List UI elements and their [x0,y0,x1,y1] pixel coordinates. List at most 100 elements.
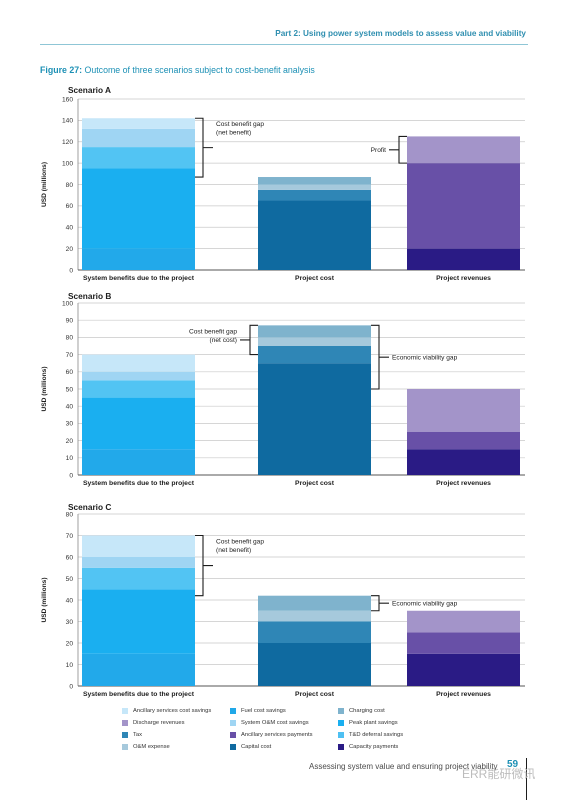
bar-segment [82,354,195,372]
bar-segment [258,325,371,338]
running-header: Part 2: Using power system models to ass… [275,29,526,38]
legend-item: Discharge revenues [122,720,226,726]
legend-label: T&D deferral savings [349,732,404,738]
category-label: Project revenues [436,480,491,487]
y-tick-label: 40 [66,597,74,604]
y-tick-label: 100 [62,300,73,307]
y-tick-label: 0 [69,472,73,479]
bar-segment [82,535,195,557]
y-tick-label: 80 [66,335,74,342]
legend-swatch [338,732,344,738]
annotation-bracket [371,324,389,390]
y-tick-label: 50 [66,576,74,583]
y-tick-label: 80 [66,182,74,189]
bar-segment [258,595,371,611]
annotation-label: (net cost) [210,337,237,344]
annotation-label: (net benefit) [216,547,251,554]
category-label: Project cost [295,691,335,698]
annotation-bracket [240,324,258,356]
bar-segment [258,200,371,270]
y-tick-label: 60 [66,554,74,561]
legend-item: Ancillary services cost savings [122,708,226,714]
annotation-label: Economic viability gap [392,601,458,608]
category-label: Project revenues [436,691,491,698]
bar-segment [258,363,371,475]
bar-segment [258,337,371,346]
bar-segment [258,621,371,643]
legend-item: Fuel cost savings [230,708,334,714]
annotation-label: Economic viability gap [392,355,458,362]
scenario-title: Scenario C [68,502,111,512]
category-label: System benefits due to the project [83,275,195,282]
y-tick-label: 0 [69,683,73,690]
legend-label: Capacity payments [349,744,399,750]
bar-segment [82,147,195,169]
bar-segment [407,449,520,475]
legend-item: Capacity payments [338,744,448,750]
page-edge-bar [526,758,527,800]
y-tick-label: 50 [66,386,74,393]
bar-segment [407,632,520,654]
y-tick-label: 10 [66,662,74,669]
bar-segment [82,168,195,249]
y-tick-label: 30 [66,619,74,626]
annotation-bracket [389,135,407,164]
bar-segment [82,449,195,475]
scenario-title: Scenario A [68,85,111,95]
annotation-label: Profit [371,147,387,154]
page-number: 59 [507,759,519,770]
bar-segment [82,118,195,129]
y-tick-label: 20 [66,246,74,253]
header-rule [40,44,528,45]
bar-segment [407,136,520,164]
legend-swatch [122,708,128,714]
y-tick-label: 10 [66,455,74,462]
bar-segment [407,163,520,249]
bar-segment [82,371,195,381]
bar-segment [82,397,195,450]
legend-swatch [338,720,344,726]
bar-segment [82,128,195,148]
legend-swatch [122,720,128,726]
legend-swatch [122,744,128,750]
annotation-label: Cost benefit gap [189,328,237,335]
legend-label: Fuel cost savings [241,708,286,714]
category-label: Project revenues [436,275,491,282]
category-label: Project cost [295,275,335,282]
legend-label: O&M expense [133,744,170,750]
bar-segment [258,610,371,622]
category-label: Project cost [295,480,335,487]
legend-swatch [230,720,236,726]
bar-segment [258,189,371,201]
legend-label: Discharge revenues [133,720,185,726]
y-tick-label: 70 [66,352,74,359]
scenario-title: Scenario B [68,291,111,301]
annotation-bracket [195,534,213,597]
bar-segment [82,557,195,568]
bar-segment [82,653,195,686]
bar-segment [82,380,195,398]
category-label: System benefits due to the project [83,480,195,487]
bar-segment [258,643,371,686]
bar-segment [407,432,520,450]
annotation-label: Cost benefit gap [216,121,264,128]
bar-segment [82,248,195,270]
y-axis-label: USD (millions) [41,162,48,207]
legend-swatch [122,732,128,738]
legend-swatch [338,708,344,714]
bar-segment [82,567,195,590]
legend-label: Tax [133,732,143,738]
y-tick-label: 0 [69,267,73,274]
bar-segment [258,184,371,190]
legend-item: T&D deferral savings [338,732,448,738]
bar-segment [407,610,520,633]
legend-item: O&M expense [122,744,226,750]
y-tick-label: 70 [66,533,74,540]
legend-swatch [338,744,344,750]
bar-segment [258,346,371,364]
legend-swatch [230,732,236,738]
figure-caption: Outcome of three scenarios subject to co… [84,65,315,75]
annotation-bracket [195,117,213,178]
y-tick-label: 40 [66,225,74,232]
